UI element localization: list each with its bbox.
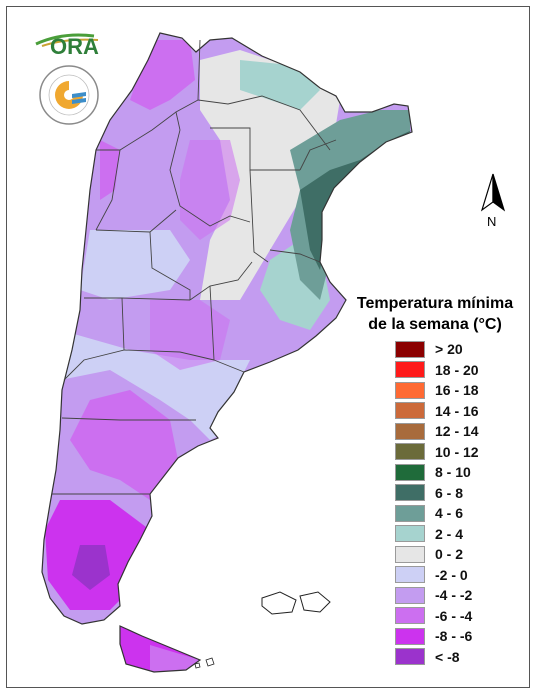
legend-swatch [395, 361, 425, 379]
legend-swatch [395, 443, 425, 461]
north-label: N [487, 214, 497, 229]
legend-item: 14 - 16 [395, 401, 479, 422]
legend-item: 6 - 8 [395, 483, 479, 504]
legend-item: 10 - 12 [395, 442, 479, 463]
legend: > 20 18 - 20 16 - 18 14 - 16 12 - 14 10 - 12 8… [395, 339, 479, 667]
legend-label: -6 - -4 [435, 607, 473, 624]
legend-item: 8 - 10 [395, 462, 479, 483]
ora-logo: ORA [35, 33, 99, 56]
legend-label: 14 - 16 [435, 402, 479, 419]
legend-label: -4 - -2 [435, 587, 473, 604]
legend-swatch [395, 422, 425, 440]
legend-title: Temperatura mínima de la semana (°C) [340, 293, 530, 335]
ora-logo-text: ORA [50, 34, 99, 56]
legend-label: 4 - 6 [435, 505, 464, 522]
legend-label: < -8 [435, 648, 460, 665]
legend-item: > 20 [395, 339, 479, 360]
smn-logo [39, 65, 99, 125]
country-border [41, 32, 413, 625]
legend-item: 18 - 20 [395, 360, 479, 381]
legend-label: 8 - 10 [435, 464, 471, 481]
legend-label: 18 - 20 [435, 361, 479, 378]
legend-item: 2 - 4 [395, 524, 479, 545]
legend-item: 12 - 14 [395, 421, 479, 442]
legend-swatch [395, 607, 425, 625]
legend-item: < -8 [395, 647, 479, 668]
legend-swatch [395, 381, 425, 399]
tierra-del-fuego-field [120, 626, 200, 672]
legend-title-line2: de la semana (°C) [368, 316, 502, 333]
legend-label: > 20 [435, 341, 463, 358]
legend-swatch [395, 463, 425, 481]
legend-label: 12 - 14 [435, 423, 479, 440]
legend-swatch [395, 545, 425, 563]
legend-item: -2 - 0 [395, 565, 479, 586]
legend-item: 16 - 18 [395, 380, 479, 401]
malvinas-islands [261, 591, 331, 615]
legend-label: 6 - 8 [435, 484, 464, 501]
legend-label: 0 - 2 [435, 546, 464, 563]
legend-swatch [395, 402, 425, 420]
legend-label: -2 - 0 [435, 566, 468, 583]
tierra-del-fuego-border [119, 625, 202, 673]
legend-item: 0 - 2 [395, 544, 479, 565]
legend-swatch [395, 484, 425, 502]
legend-title-line1: Temperatura mínima [356, 295, 514, 312]
north-arrow-icon [480, 173, 506, 212]
legend-item: -6 - -4 [395, 606, 479, 627]
legend-label: 16 - 18 [435, 382, 479, 399]
legend-label: 10 - 12 [435, 443, 479, 460]
legend-item: -4 - -2 [395, 585, 479, 606]
province-borders [52, 39, 337, 495]
legend-swatch [395, 525, 425, 543]
legend-swatch [395, 627, 425, 645]
legend-item: 4 - 6 [395, 503, 479, 524]
legend-swatch [395, 504, 425, 522]
legend-swatch [395, 648, 425, 666]
antarctic-islets [194, 657, 215, 669]
legend-swatch [395, 340, 425, 358]
legend-label: 2 - 4 [435, 525, 464, 542]
legend-swatch [395, 566, 425, 584]
legend-label: -8 - -6 [435, 628, 473, 645]
legend-item: -8 - -6 [395, 626, 479, 647]
legend-swatch [395, 586, 425, 604]
